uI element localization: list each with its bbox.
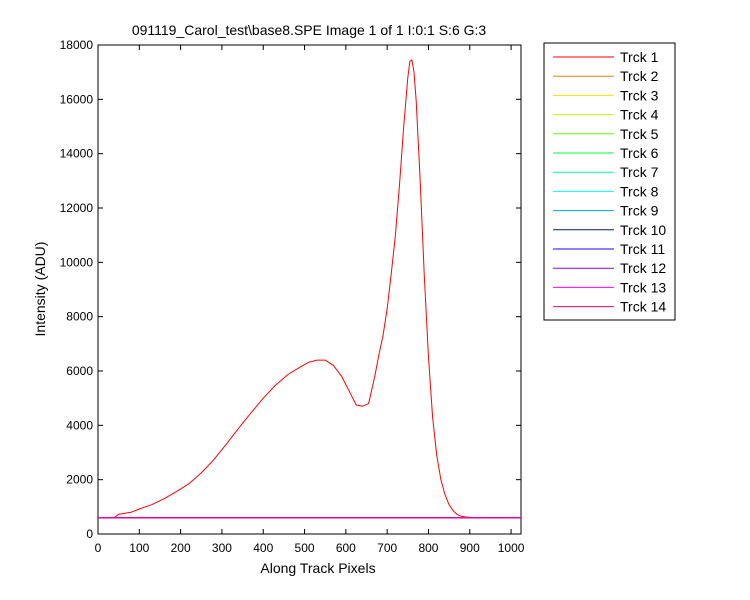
y-axis-label: Intensity (ADU) bbox=[32, 242, 48, 337]
legend-entries: Trck 1 Trck 2 Trck 3 Trck 4 Trck 5 Trck 6 Trck… bbox=[553, 49, 666, 315]
legend-label: Trck 13 bbox=[620, 279, 666, 295]
x-tick-label: 300 bbox=[212, 541, 232, 555]
legend-item-trck-1: Trck 1 bbox=[553, 49, 659, 65]
x-tick-label: 700 bbox=[377, 541, 397, 555]
legend-label: Trck 11 bbox=[620, 241, 665, 257]
legend-label: Trck 5 bbox=[620, 126, 659, 142]
x-tick-label: 500 bbox=[295, 541, 315, 555]
y-tick-label: 4000 bbox=[66, 418, 93, 432]
y-tick-label: 14000 bbox=[60, 147, 94, 161]
legend-item-trck-14: Trck 14 bbox=[553, 299, 666, 315]
legend-item-trck-7: Trck 7 bbox=[553, 164, 659, 180]
legend-item-trck-10: Trck 10 bbox=[553, 222, 666, 238]
legend-item-trck-4: Trck 4 bbox=[553, 107, 659, 123]
legend-label: Trck 2 bbox=[620, 68, 659, 84]
x-tick-label: 200 bbox=[171, 541, 191, 555]
y-axis-ticks: 0 2000 4000 6000 8000 10000 12000 14000 16000 180… bbox=[60, 38, 521, 541]
chart-title: 091119_Carol_test\base8.SPE Image 1 of 1… bbox=[132, 22, 487, 38]
y-tick-label: 12000 bbox=[60, 201, 94, 215]
legend-item-trck-2: Trck 2 bbox=[553, 68, 659, 84]
y-tick-label: 16000 bbox=[60, 92, 94, 106]
legend-label: Trck 12 bbox=[620, 260, 666, 276]
legend-item-trck-13: Trck 13 bbox=[553, 279, 666, 295]
legend-item-trck-9: Trck 9 bbox=[553, 203, 659, 219]
series-line-trck-1 bbox=[97, 59, 521, 519]
legend-item-trck-8: Trck 8 bbox=[553, 183, 659, 199]
legend-label: Trck 14 bbox=[620, 299, 666, 315]
axes-frame bbox=[97, 44, 522, 535]
y-tick-label: 18000 bbox=[60, 38, 94, 52]
y-tick-label: 10000 bbox=[60, 255, 94, 269]
y-tick-label: 8000 bbox=[66, 310, 93, 324]
legend-label: Trck 9 bbox=[620, 203, 659, 219]
y-tick-label: 6000 bbox=[66, 364, 93, 378]
x-axis-label: Along Track Pixels bbox=[260, 560, 375, 576]
y-tick-label: 2000 bbox=[66, 473, 93, 487]
legend-box bbox=[543, 42, 676, 321]
x-tick-label: 1000 bbox=[498, 541, 525, 555]
x-tick-label: 800 bbox=[418, 541, 438, 555]
legend-item-trck-5: Trck 5 bbox=[553, 126, 659, 142]
legend: Trck 1 Trck 2 Trck 3 Trck 4 Trck 5 Trck 6 Trck… bbox=[543, 42, 676, 321]
plot-area: 0 100 200 300 400 500 600 700 800 900 1000 0 2000 40… bbox=[60, 38, 525, 555]
legend-label: Trck 10 bbox=[620, 222, 666, 238]
x-axis-ticks: 0 100 200 300 400 500 600 700 800 900 1000 bbox=[95, 45, 525, 555]
x-tick-label: 900 bbox=[460, 541, 480, 555]
legend-item-trck-12: Trck 12 bbox=[553, 260, 666, 276]
x-tick-label: 600 bbox=[336, 541, 356, 555]
legend-item-trck-3: Trck 3 bbox=[553, 87, 659, 103]
legend-label: Trck 6 bbox=[620, 145, 659, 161]
legend-label: Trck 1 bbox=[620, 49, 659, 65]
y-tick-label: 0 bbox=[86, 527, 93, 541]
legend-label: Trck 4 bbox=[620, 107, 659, 123]
legend-item-trck-11: Trck 11 bbox=[553, 241, 665, 257]
x-tick-label: 100 bbox=[129, 541, 149, 555]
legend-label: Trck 3 bbox=[620, 87, 659, 103]
legend-item-trck-6: Trck 6 bbox=[553, 145, 659, 161]
legend-label: Trck 7 bbox=[620, 164, 659, 180]
series-layer bbox=[97, 59, 521, 519]
legend-label: Trck 8 bbox=[620, 183, 659, 199]
x-tick-label: 400 bbox=[253, 541, 273, 555]
x-tick-label: 0 bbox=[95, 541, 102, 555]
